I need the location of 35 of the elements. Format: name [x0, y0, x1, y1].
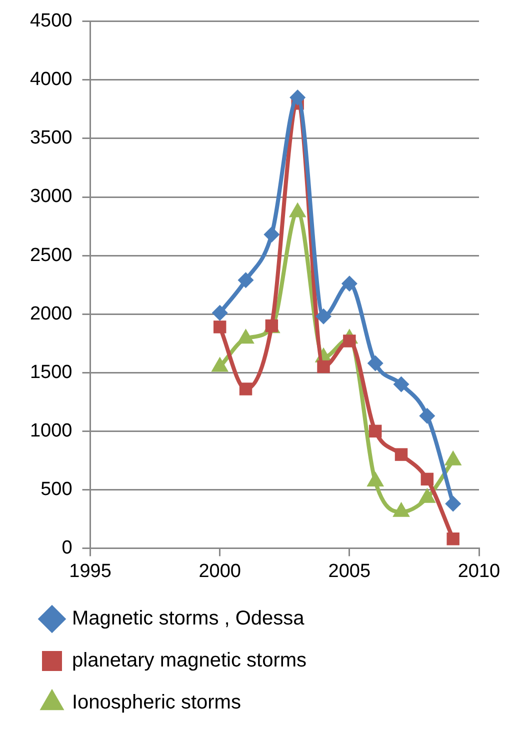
point: [419, 408, 436, 424]
y-tick-label: 0: [62, 537, 72, 558]
y-tick-label: 1000: [30, 420, 72, 442]
y-tick-label: 2500: [30, 244, 72, 266]
y-tick-label: 4000: [30, 69, 72, 90]
x-tick-label: 2005: [328, 560, 371, 582]
point: [212, 304, 228, 321]
y-tick-label: 1500: [30, 362, 72, 383]
y-tick-label: 3500: [30, 128, 72, 149]
y-tick-label: 4500: [30, 10, 72, 32]
point: [238, 272, 254, 288]
point: [446, 532, 460, 546]
point: [317, 360, 330, 374]
legend-label: Magnetic storms , Odessa: [72, 608, 306, 630]
y-tick-label: 3000: [30, 186, 72, 208]
legend-label: Ionospheric storms: [72, 692, 241, 714]
point: [341, 276, 358, 292]
point: [420, 472, 434, 486]
point: [393, 376, 410, 392]
point: [290, 89, 306, 106]
x-tick-label: 2010: [458, 560, 500, 582]
point: [239, 382, 252, 396]
x-tick-label: 1995: [69, 560, 112, 582]
y-tick-label: 500: [40, 478, 72, 500]
legend-label: planetary magnetic storms: [72, 650, 307, 672]
point: [343, 334, 356, 348]
point: [368, 424, 382, 438]
point: [213, 320, 226, 334]
point: [394, 448, 408, 461]
point: [316, 308, 332, 324]
point: [445, 496, 462, 512]
y-tick-label: 2000: [30, 303, 72, 324]
point: [264, 226, 280, 242]
x-tick-label: 2000: [198, 560, 241, 582]
point: [367, 355, 384, 372]
